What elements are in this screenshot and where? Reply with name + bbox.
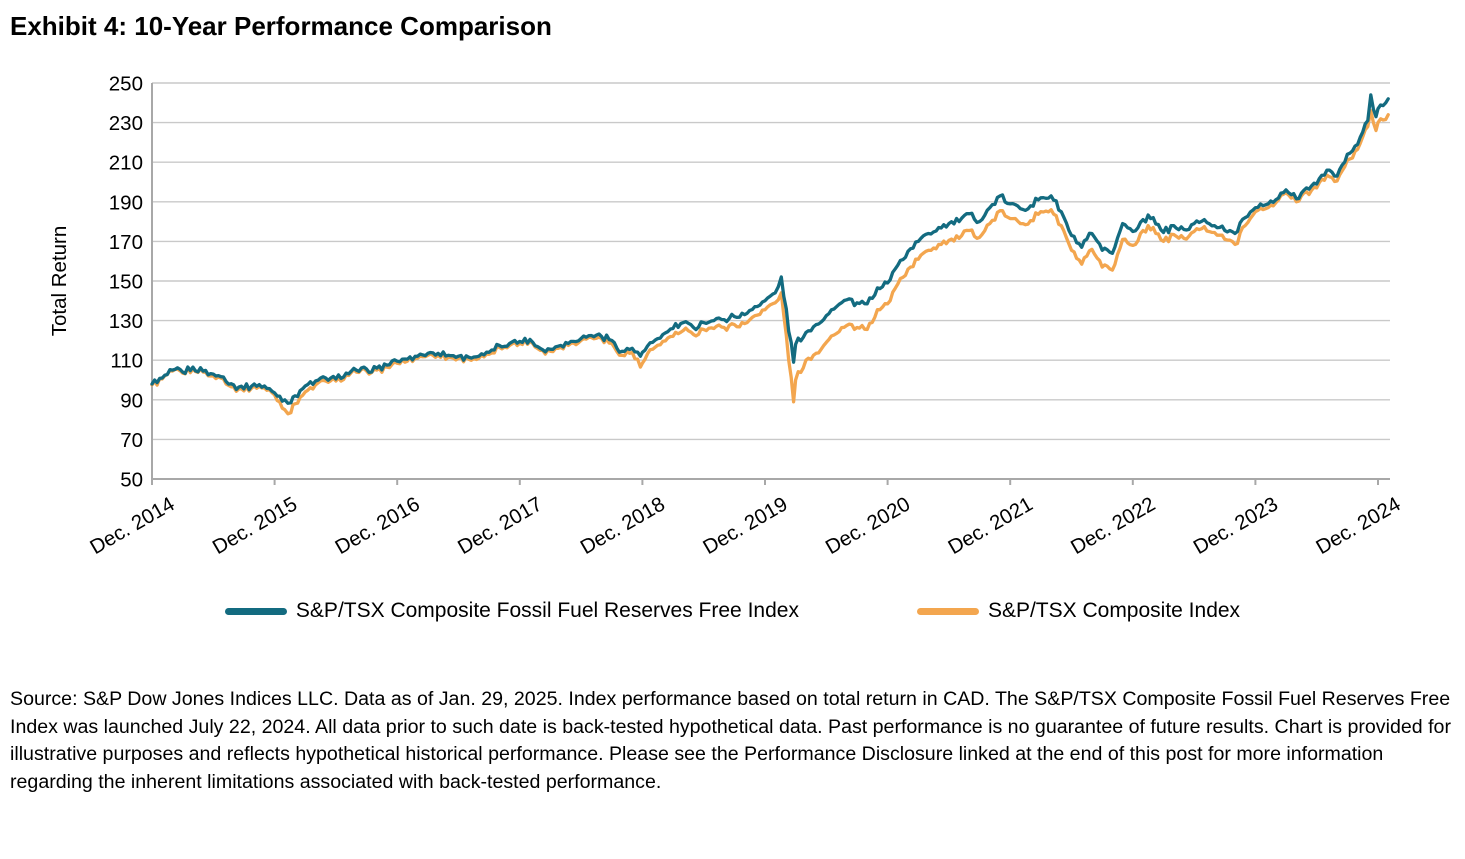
x-tick-label: Dec. 2024 <box>1312 492 1404 559</box>
legend-item-ffrf-index: S&P/TSX Composite Fossil Fuel Reserves F… <box>224 599 799 623</box>
x-tick-label: Dec. 2022 <box>1067 492 1159 559</box>
composite-index-line <box>150 109 1390 416</box>
composite-line-swatch <box>916 607 979 615</box>
y-tick-label: 190 <box>109 191 143 214</box>
y-axis-tick-labels: 50 70 90 110 130 150 170 190 210 230 250 <box>109 73 143 492</box>
source-disclosure-text: Source: S&P Dow Jones Indices LLC. Data … <box>10 688 1451 793</box>
ffrf-index-line <box>150 93 1390 405</box>
x-tick-label: Dec. 2019 <box>699 492 791 559</box>
gridlines <box>152 82 1390 480</box>
x-tick-label: Dec. 2023 <box>1189 492 1281 559</box>
y-tick-label: 70 <box>120 429 143 452</box>
x-tick-label: Dec. 2016 <box>331 492 423 559</box>
legend-label-ffrf: S&P/TSX Composite Fossil Fuel Reserves F… <box>295 599 799 622</box>
y-tick-label: 230 <box>109 112 143 135</box>
y-tick-label: 210 <box>109 152 143 175</box>
y-tick-label: 250 <box>109 73 143 96</box>
ffrf-line-swatch <box>224 607 287 615</box>
x-tick-label: Dec. 2020 <box>822 492 914 559</box>
legend-item-composite-index: S&P/TSX Composite Index <box>916 599 1241 623</box>
y-axis-title: Total Return <box>48 226 71 337</box>
y-tick-label: 90 <box>120 389 143 412</box>
y-tick-label: 150 <box>109 271 143 294</box>
performance-line-chart: 50 70 90 110 130 150 170 190 210 230 250 Total Retu… <box>48 73 1405 560</box>
x-axis-tick-labels: Dec. 2014 Dec. 2015 Dec. 2016 Dec. 2017 Dec.… <box>86 492 1404 559</box>
y-tick-label: 130 <box>109 310 143 333</box>
y-tick-label: 170 <box>109 231 143 254</box>
x-tick-label: Dec. 2021 <box>944 492 1036 559</box>
x-tick-label: Dec. 2014 <box>86 492 178 559</box>
y-tick-label: 50 <box>120 469 143 492</box>
axes <box>151 83 1390 485</box>
exhibit-title: Exhibit 4: 10-Year Performance Compariso… <box>10 11 552 41</box>
x-tick-label: Dec. 2015 <box>209 492 301 559</box>
chart-legend: S&P/TSX Composite Fossil Fuel Reserves F… <box>0 599 1465 623</box>
y-tick-label: 110 <box>110 350 143 373</box>
x-tick-label: Dec. 2017 <box>454 492 546 559</box>
x-tick-label: Dec. 2018 <box>576 492 668 559</box>
legend-label-composite: S&P/TSX Composite Index <box>987 599 1241 622</box>
